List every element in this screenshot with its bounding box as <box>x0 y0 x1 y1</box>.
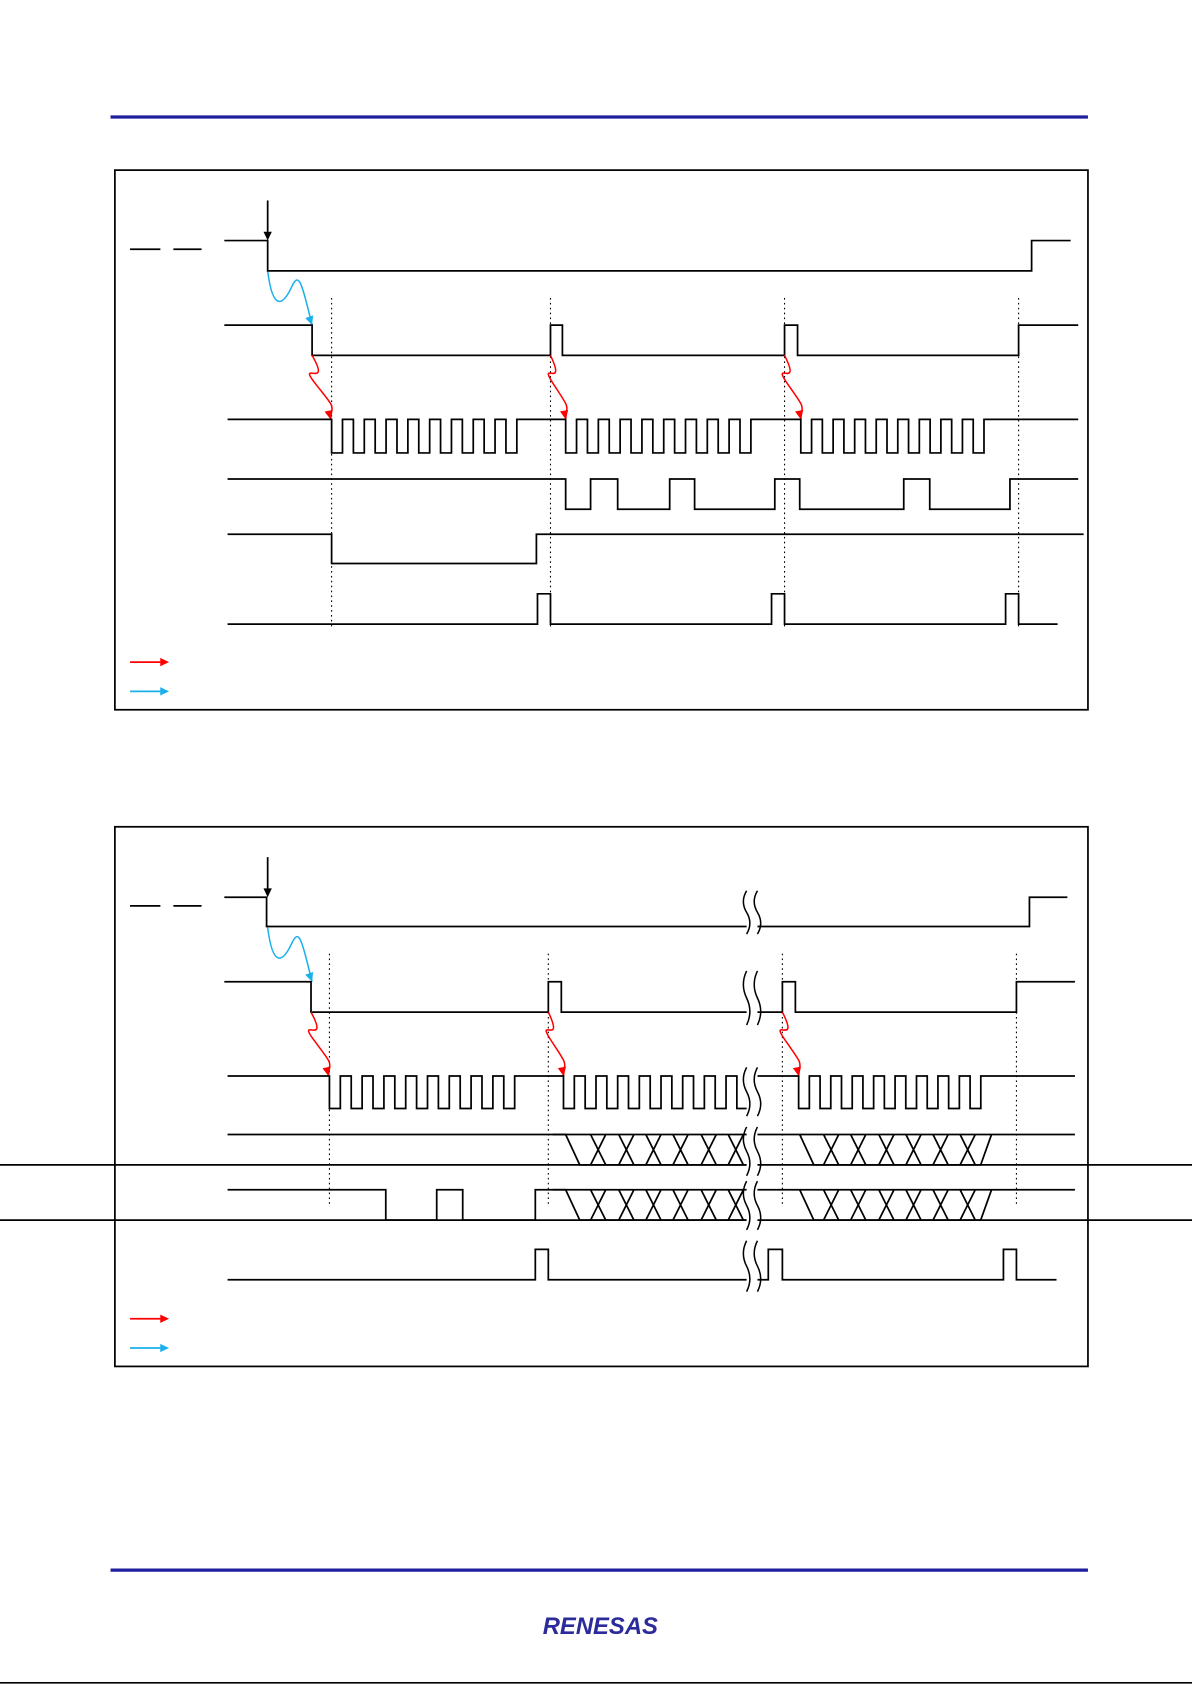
legend-red-arrow-head <box>160 657 170 667</box>
bus-transition <box>959 1189 977 1221</box>
break-mark <box>753 1240 762 1292</box>
break-mark <box>753 1180 762 1231</box>
blue-causal-arrow-head <box>305 315 314 326</box>
legend-blue-arrow-head <box>160 1343 170 1353</box>
signal-1-waveform <box>224 896 1068 928</box>
red-causal-arrow-head <box>560 409 569 420</box>
bus-bottom-edge <box>552 1133 748 1166</box>
signal-2-waveform <box>224 324 1079 357</box>
bus-transition <box>672 1134 689 1166</box>
clock-waveform <box>757 1075 1075 1110</box>
blue-causal-arrow <box>266 270 313 326</box>
trigger-arrow-icon <box>263 231 272 241</box>
clock-waveform <box>227 1075 749 1110</box>
break-mark <box>742 1240 751 1292</box>
bus-transition <box>878 1134 895 1166</box>
break-mark <box>742 1180 751 1231</box>
bus-transition <box>645 1134 662 1166</box>
break-mark <box>742 890 751 935</box>
red-causal-arrow <box>781 355 803 420</box>
bus-bottom-edge <box>0 1219 1192 1222</box>
red-causal-arrow-head <box>792 1066 802 1077</box>
bus-transition <box>672 1189 689 1221</box>
break-mark <box>742 1066 751 1117</box>
bus-transition <box>617 1189 635 1221</box>
signal-6-waveform <box>227 1248 754 1281</box>
blue-causal-arrow-head <box>305 972 314 982</box>
break-gap <box>746 890 758 1292</box>
red-causal-arrow-head <box>557 1066 567 1077</box>
bus-bottom-edge <box>0 1164 1192 1166</box>
red-causal-arrow-head <box>795 409 804 420</box>
break-mark <box>753 1126 762 1177</box>
diagram-frame <box>114 825 1089 1368</box>
bus-transition <box>589 1134 607 1166</box>
signal-2-waveform <box>224 980 1075 1013</box>
signal-1-waveform <box>224 239 1071 272</box>
legend-blue-arrow-head <box>160 687 170 696</box>
legend-red-arrow-head <box>160 1314 170 1323</box>
timing-diagram-2 <box>0 825 1192 1368</box>
footer: RENESAS <box>0 1568 1192 1684</box>
blue-causal-arrow <box>266 927 313 982</box>
red-causal-arrow <box>779 1011 801 1077</box>
bus-transition <box>849 1134 867 1166</box>
signal-5-waveform <box>227 533 1084 565</box>
bus-transition <box>932 1134 949 1166</box>
bus-transition <box>905 1134 922 1166</box>
bus-bottom-edge <box>552 1188 748 1222</box>
bus-transition <box>617 1134 635 1166</box>
bus-transition <box>822 1189 840 1221</box>
bus-transition <box>822 1134 840 1166</box>
red-causal-arrow-head <box>322 1066 331 1077</box>
bus-transition <box>700 1134 718 1166</box>
bus-transition <box>727 1134 745 1166</box>
renesas-logo: RENESAS <box>543 1613 658 1640</box>
bus-transition <box>878 1189 895 1221</box>
bus-transition <box>932 1189 949 1221</box>
red-causal-arrow <box>545 1011 566 1077</box>
bus-transition <box>905 1189 922 1221</box>
bus-transition <box>727 1189 745 1221</box>
bus-transition <box>700 1189 718 1221</box>
break-mark <box>753 970 762 1026</box>
break-mark <box>742 970 751 1026</box>
break-mark <box>742 1126 751 1177</box>
bus-2-top-line <box>227 1188 1075 1222</box>
red-causal-arrow <box>547 355 568 420</box>
clock-waveform <box>227 418 1079 454</box>
bus-transition <box>589 1189 607 1221</box>
red-causal-arrow <box>307 1011 331 1077</box>
bus-transition <box>645 1189 662 1221</box>
data-waveform <box>227 478 1079 511</box>
diagram-frame <box>114 169 1089 711</box>
red-causal-arrow-head <box>324 409 333 420</box>
break-mark <box>753 1066 762 1117</box>
bus-transition <box>959 1134 977 1166</box>
signal-6-waveform <box>755 1248 1057 1281</box>
trigger-arrow-icon <box>263 888 272 898</box>
red-causal-arrow <box>308 355 333 420</box>
break-mark <box>753 890 762 935</box>
bus-transition <box>849 1189 867 1221</box>
signal-6-waveform <box>227 592 1058 626</box>
timing-diagram-1 <box>114 169 1089 711</box>
